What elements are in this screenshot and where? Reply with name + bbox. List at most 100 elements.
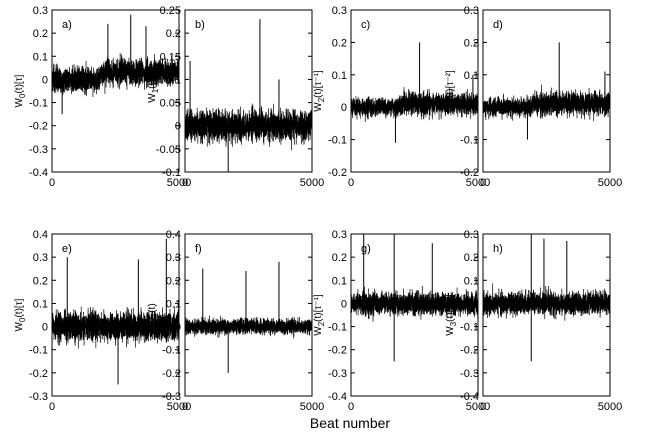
ytick-label-d-1: -0.1 — [460, 135, 479, 147]
ytick-label-c-3: 0.1 — [332, 70, 347, 82]
ytick-label-b-0: -0.1 — [162, 167, 181, 179]
panel-label-d: d) — [493, 19, 503, 31]
ytick-label-a-7: 0.3 — [33, 5, 48, 17]
ytick-label-b-5: 0.15 — [160, 51, 181, 63]
panel-g: -0.4-0.3-0.2-0.100.10.20.30 5000g)W2(t)[τ… — [313, 229, 490, 413]
panel-label-h: h) — [493, 243, 503, 255]
panel-label-g: g) — [361, 243, 371, 255]
xtick-label-a-0: 0 — [49, 177, 55, 189]
ytick-label-f-1: -0.2 — [162, 368, 181, 380]
ytick-label-d-5: 0.3 — [464, 5, 479, 17]
axes-frame-g — [350, 233, 479, 397]
ytick-label-h-1: -0.3 — [460, 368, 479, 380]
xtick-label-c-0: 0 — [348, 177, 354, 189]
xtick-label-h-1: 5000 — [598, 401, 622, 413]
ytick-label-a-4: 0 — [42, 74, 48, 86]
ytick-label-c-2: 0 — [341, 102, 347, 114]
xtick-label-d-1: 5000 — [598, 177, 622, 189]
xtick-label-g-0: 0 — [348, 401, 354, 413]
series-line-d — [482, 84, 611, 122]
xtick-label-c-1: 5000 — [466, 177, 490, 189]
ytick-label-a-5: 0.1 — [33, 51, 48, 63]
ytick-label-g-1: -0.3 — [328, 368, 347, 380]
ytick-label-f-4: 0.1 — [166, 298, 181, 310]
ytick-label-a-1: -0.3 — [29, 144, 48, 156]
ytick-label-e-2: -0.1 — [29, 345, 48, 357]
xtick-label-b-0: 0 — [182, 177, 188, 189]
series-line-a — [51, 53, 180, 98]
ylabel-d: W3(t)[τ⁻²] — [445, 70, 458, 112]
ytick-label-f-7: 0.4 — [166, 229, 181, 241]
xtick-label-b-1: 5000 — [300, 177, 324, 189]
ytick-label-f-5: 0.2 — [166, 275, 181, 287]
ytick-label-a-6: 0.2 — [33, 28, 48, 40]
ytick-label-h-5: 0.1 — [464, 275, 479, 287]
ytick-label-a-3: -0.1 — [29, 98, 48, 110]
ytick-label-g-7: 0.3 — [332, 229, 347, 241]
ylabel-h: W3(t)[τ⁻²] — [445, 294, 458, 336]
axes-frame-e — [51, 233, 180, 397]
xtick-label-a-1: 5000 — [167, 177, 191, 189]
axes-frame-a — [51, 9, 180, 173]
axes-frame-c — [350, 9, 479, 173]
xtick-label-g-1: 5000 — [466, 401, 490, 413]
xtick-label-d-0: 0 — [480, 177, 486, 189]
ytick-label-g-2: -0.2 — [328, 345, 347, 357]
series-line-h — [482, 283, 611, 321]
panel-label-c: c) — [361, 19, 370, 31]
ytick-label-c-5: 0.3 — [332, 5, 347, 17]
ytick-label-b-2: 0 — [175, 121, 181, 133]
panel-label-e: e) — [62, 243, 72, 255]
series-line-f — [184, 315, 313, 339]
panel-h: -0.4-0.3-0.2-0.100.10.20.30 5000h)W3(t)[τ… — [445, 229, 622, 413]
ytick-label-b-1: -0.05 — [156, 144, 181, 156]
x-axis-label: Beat number — [310, 415, 390, 431]
ytick-label-e-6: 0.3 — [33, 252, 48, 264]
ytick-label-h-0: -0.4 — [460, 391, 479, 403]
ytick-label-d-4: 0.2 — [464, 37, 479, 49]
series-line-c — [350, 87, 479, 122]
ytick-label-g-3: -0.1 — [328, 322, 347, 334]
ytick-label-d-0: -0.2 — [460, 167, 479, 179]
ytick-label-f-0: -0.3 — [162, 391, 181, 403]
axes-frame-b — [184, 9, 313, 173]
ytick-label-h-6: 0.2 — [464, 252, 479, 264]
ytick-label-g-0: -0.4 — [328, 391, 347, 403]
ytick-label-a-0: -0.4 — [29, 167, 48, 179]
axes-frame-h — [482, 233, 611, 397]
series-line-g — [350, 285, 479, 322]
ytick-label-d-2: 0 — [473, 102, 479, 114]
ytick-label-f-2: -0.1 — [162, 345, 181, 357]
ytick-label-e-0: -0.3 — [29, 391, 48, 403]
ytick-label-b-7: 0.25 — [160, 5, 181, 17]
ytick-label-h-3: -0.1 — [460, 322, 479, 334]
ytick-label-a-2: -0.2 — [29, 121, 48, 133]
ytick-label-f-6: 0.3 — [166, 252, 181, 264]
ytick-label-b-6: 0.2 — [166, 28, 181, 40]
panel-label-f: f) — [195, 243, 202, 255]
ytick-label-c-0: -0.2 — [328, 167, 347, 179]
series-line-b — [184, 103, 313, 151]
ytick-label-h-2: -0.2 — [460, 345, 479, 357]
panel-label-b: b) — [195, 19, 205, 31]
ytick-label-h-7: 0.3 — [464, 229, 479, 241]
xtick-label-h-0: 0 — [480, 401, 486, 413]
ytick-label-g-5: 0.1 — [332, 275, 347, 287]
axes-frame-f — [184, 233, 313, 397]
ytick-label-d-3: 0.1 — [464, 70, 479, 82]
ylabel-b: W1(t) — [147, 79, 160, 102]
panel-a: -0.4-0.3-0.2-0.100.10.20.30 5000a)W0(t)[τ… — [14, 5, 191, 189]
ylabel-e: W0(t)[τ] — [14, 298, 27, 331]
ytick-label-g-6: 0.2 — [332, 252, 347, 264]
panel-label-a: a) — [62, 19, 72, 31]
axes-frame-d — [482, 9, 611, 173]
ytick-label-e-3: 0 — [42, 322, 48, 334]
series-line-e — [51, 306, 180, 349]
ytick-label-e-7: 0.4 — [33, 229, 48, 241]
ytick-label-c-1: -0.1 — [328, 135, 347, 147]
